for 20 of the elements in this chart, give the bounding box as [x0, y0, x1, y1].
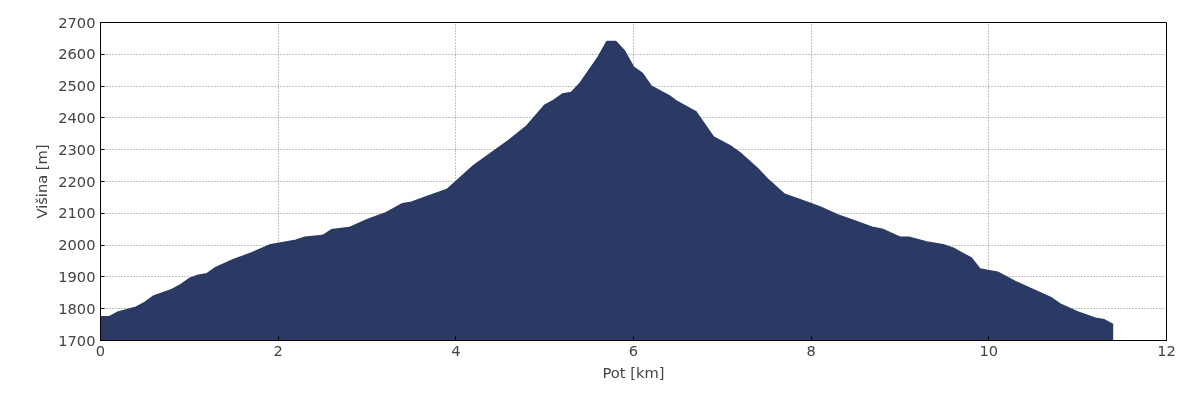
x-tick-label: 8	[806, 341, 816, 359]
y-tick-label: 2100	[58, 204, 96, 222]
y-tick-label: 2400	[58, 108, 96, 126]
y-tick-label: 1700	[58, 331, 96, 349]
x-tick-label: 2	[273, 341, 283, 359]
x-tick-label: 0	[95, 341, 106, 359]
y-tick-label: 2000	[58, 236, 96, 254]
y-tick-label: 1800	[58, 299, 96, 317]
x-tick-label: 10	[979, 341, 999, 359]
y-axis-title: Višina [m]	[33, 144, 51, 219]
x-tick-label: 4	[451, 341, 461, 359]
x-tick-label: 6	[628, 341, 639, 359]
x-axis-title: Pot [km]	[602, 363, 665, 381]
y-tick-label: 2500	[58, 77, 96, 95]
y-tick-label: 2700	[58, 13, 96, 31]
y-tick-label: 2200	[58, 172, 96, 190]
y-tick-label: 1900	[58, 267, 96, 285]
y-tick-label: 2600	[58, 45, 96, 63]
x-tick-label: 12	[1157, 341, 1176, 359]
y-tick-label: 2300	[58, 140, 96, 158]
